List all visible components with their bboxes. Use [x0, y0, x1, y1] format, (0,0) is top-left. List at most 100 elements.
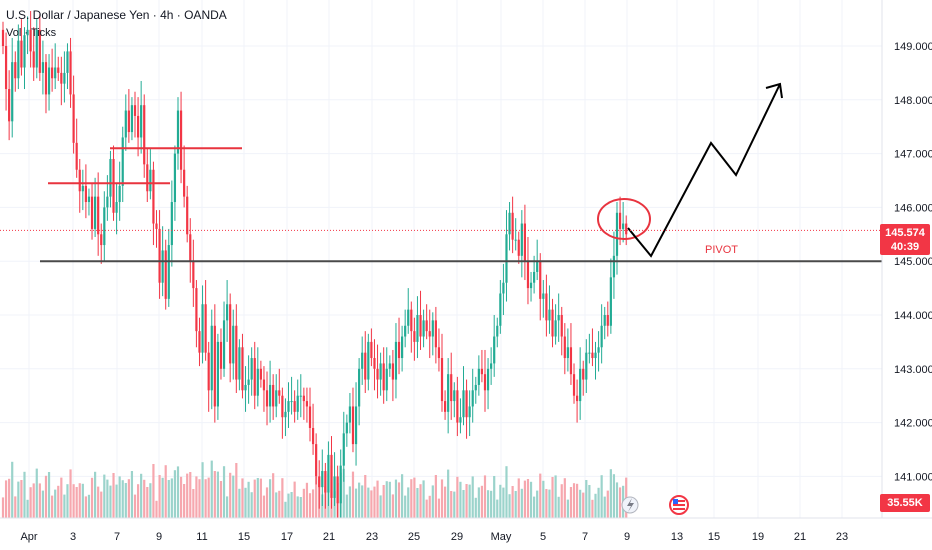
volume-label[interactable]: Vol · Ticks [6, 27, 57, 39]
volume-bar [536, 490, 539, 518]
us-flag-icon[interactable] [669, 495, 689, 515]
highlight-circle[interactable] [597, 198, 651, 240]
volume-bar [63, 494, 66, 518]
candle-body [474, 384, 477, 391]
candle-body [548, 309, 551, 321]
time-axis: Apr 3 7 9 11 15 17 21 23 25 29 May 5 7 9 13 15 19 21 23 [20, 531, 848, 543]
candle-body [115, 202, 118, 213]
volume-bar [4, 480, 8, 518]
candle-body [523, 223, 526, 262]
candle-body [579, 368, 582, 402]
volume-bar [422, 480, 425, 518]
volume-bar [511, 486, 514, 518]
volume-bar [81, 483, 84, 518]
candle-body [75, 142, 78, 170]
volume-bar [388, 481, 391, 518]
candle-body [437, 347, 441, 359]
volume-bar [321, 494, 324, 518]
candle-body [367, 341, 370, 380]
volume-bar [26, 499, 29, 518]
volume-bar [582, 492, 585, 518]
volume-bar [51, 495, 54, 518]
candle-body [431, 320, 434, 337]
volume-bar [560, 484, 563, 518]
volume-bar [130, 471, 134, 518]
candle-body [410, 309, 413, 332]
candle-body [69, 51, 72, 95]
candle-body [94, 196, 97, 229]
candle-body [612, 255, 616, 278]
symbol-title[interactable]: U.S. Dollar / Japanese Yen · 4h · OANDA [6, 8, 227, 22]
candle-body [259, 368, 262, 380]
candle-body [496, 325, 499, 337]
candle-body [597, 347, 600, 353]
volume-bar [87, 494, 91, 518]
candle-body [103, 207, 106, 246]
volume-bar [14, 496, 17, 518]
candle-body [155, 223, 158, 229]
volume-bar [210, 460, 213, 518]
volume-bar [566, 499, 569, 518]
candle-body [176, 110, 180, 154]
candle-body [370, 341, 373, 359]
volume-bar [265, 487, 269, 518]
candle-body [560, 315, 563, 337]
candle-body [376, 368, 379, 380]
candle-body [219, 341, 223, 369]
candle-body [112, 158, 115, 213]
candle-body [588, 352, 591, 354]
candle-body [210, 325, 213, 391]
volume-bar [425, 499, 428, 518]
volume-bar [394, 479, 398, 518]
volume-bar [219, 481, 223, 518]
volume-bar [379, 495, 382, 518]
candle-body [293, 401, 296, 412]
time-tick-label: May [491, 531, 512, 543]
time-tick-label: 23 [836, 531, 848, 543]
candle-body [514, 239, 517, 241]
volume-bar [8, 478, 11, 518]
volume-bar [106, 479, 109, 518]
candle-body [354, 406, 358, 445]
volume-bar [391, 494, 394, 518]
volume-bar [551, 477, 554, 518]
candle-body [38, 29, 41, 73]
volume-bar [75, 487, 78, 518]
candle-body [373, 358, 376, 369]
time-tick-label: 15 [238, 531, 250, 543]
volume-bar [434, 475, 437, 518]
time-tick-label: 13 [671, 531, 683, 543]
projection-arrowhead [765, 82, 783, 99]
candle-body [179, 110, 183, 170]
volume-bar [401, 474, 404, 518]
volume-bar [557, 496, 560, 518]
candle-body [121, 137, 124, 186]
projection-path[interactable] [627, 83, 781, 258]
volume-bar [554, 475, 557, 518]
volume-bar [133, 494, 137, 518]
candle-body [600, 325, 603, 348]
volume-bar [600, 475, 603, 518]
current-price-badge: 145.574 40:39 [880, 224, 930, 255]
time-tick-label: 5 [540, 531, 546, 543]
candle-body [229, 304, 232, 364]
price-tick-label: 146.000 [894, 202, 932, 214]
volume-bar [385, 481, 388, 518]
candle-body [456, 390, 459, 423]
candle-body [609, 277, 612, 326]
volume-bar [38, 483, 41, 518]
candle-body [278, 390, 281, 396]
candle-body [204, 304, 207, 353]
volume-bar [493, 476, 496, 518]
candle-body [428, 331, 431, 337]
flash-icon[interactable] [621, 496, 639, 514]
candle-body [78, 169, 81, 192]
volume-bar [158, 475, 161, 518]
volume-bar [517, 478, 520, 518]
volume-bar [109, 485, 112, 518]
candle-body [241, 347, 244, 391]
candle-body [358, 368, 361, 407]
candle-body [459, 417, 462, 423]
candle-body [394, 341, 398, 380]
